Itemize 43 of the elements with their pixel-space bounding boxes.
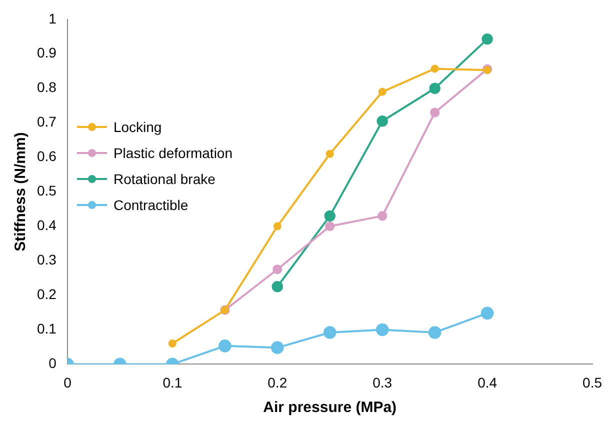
point bbox=[218, 340, 232, 352]
y-tick-label: 0.1 bbox=[36, 320, 57, 337]
point bbox=[324, 210, 336, 222]
point bbox=[376, 116, 388, 127]
y-tick-label: 0.3 bbox=[36, 252, 57, 268]
point bbox=[429, 82, 440, 94]
legend-label: Rotational brake bbox=[113, 171, 216, 188]
x-tick-label: 0.3 bbox=[372, 374, 392, 390]
point bbox=[430, 64, 439, 73]
point bbox=[378, 211, 388, 221]
x-tick-label: 0.5 bbox=[582, 374, 602, 390]
point bbox=[430, 108, 440, 118]
x-tick-label: 0 bbox=[64, 374, 72, 390]
y-tick-label: 0.7 bbox=[36, 114, 57, 130]
point bbox=[428, 326, 442, 339]
legend-label: Plastic deformation bbox=[113, 145, 233, 162]
point bbox=[272, 281, 283, 292]
y-tick-label: 0 bbox=[48, 355, 57, 372]
x-axis-title: Air pressure (MPa) bbox=[263, 399, 397, 416]
x-tick-label: 0.2 bbox=[268, 374, 288, 390]
point bbox=[378, 88, 386, 96]
point bbox=[323, 326, 336, 339]
y-tick-label: 1 bbox=[48, 10, 57, 26]
point bbox=[272, 264, 282, 274]
y-tick-label: 0.2 bbox=[36, 286, 57, 302]
point bbox=[270, 341, 284, 354]
point bbox=[168, 340, 176, 348]
x-tick-label: 0.4 bbox=[478, 374, 498, 390]
y-tick-label: 0.6 bbox=[36, 148, 57, 164]
point bbox=[482, 33, 493, 45]
x-tick-label: 0.1 bbox=[162, 374, 182, 390]
point bbox=[325, 221, 335, 232]
y-tick-label: 0.4 bbox=[36, 217, 57, 234]
point bbox=[273, 222, 282, 230]
point bbox=[326, 150, 334, 158]
y-tick-label: 0.5 bbox=[36, 182, 57, 199]
point bbox=[480, 306, 494, 320]
legend-label: Locking bbox=[113, 119, 162, 136]
y-tick-label: 0.9 bbox=[36, 44, 57, 61]
y-axis-title: Stiffness (N/mm) bbox=[12, 132, 30, 252]
point bbox=[376, 323, 389, 336]
y-tick-label: 0.8 bbox=[36, 79, 57, 96]
legend-label: Contractible bbox=[113, 197, 188, 214]
